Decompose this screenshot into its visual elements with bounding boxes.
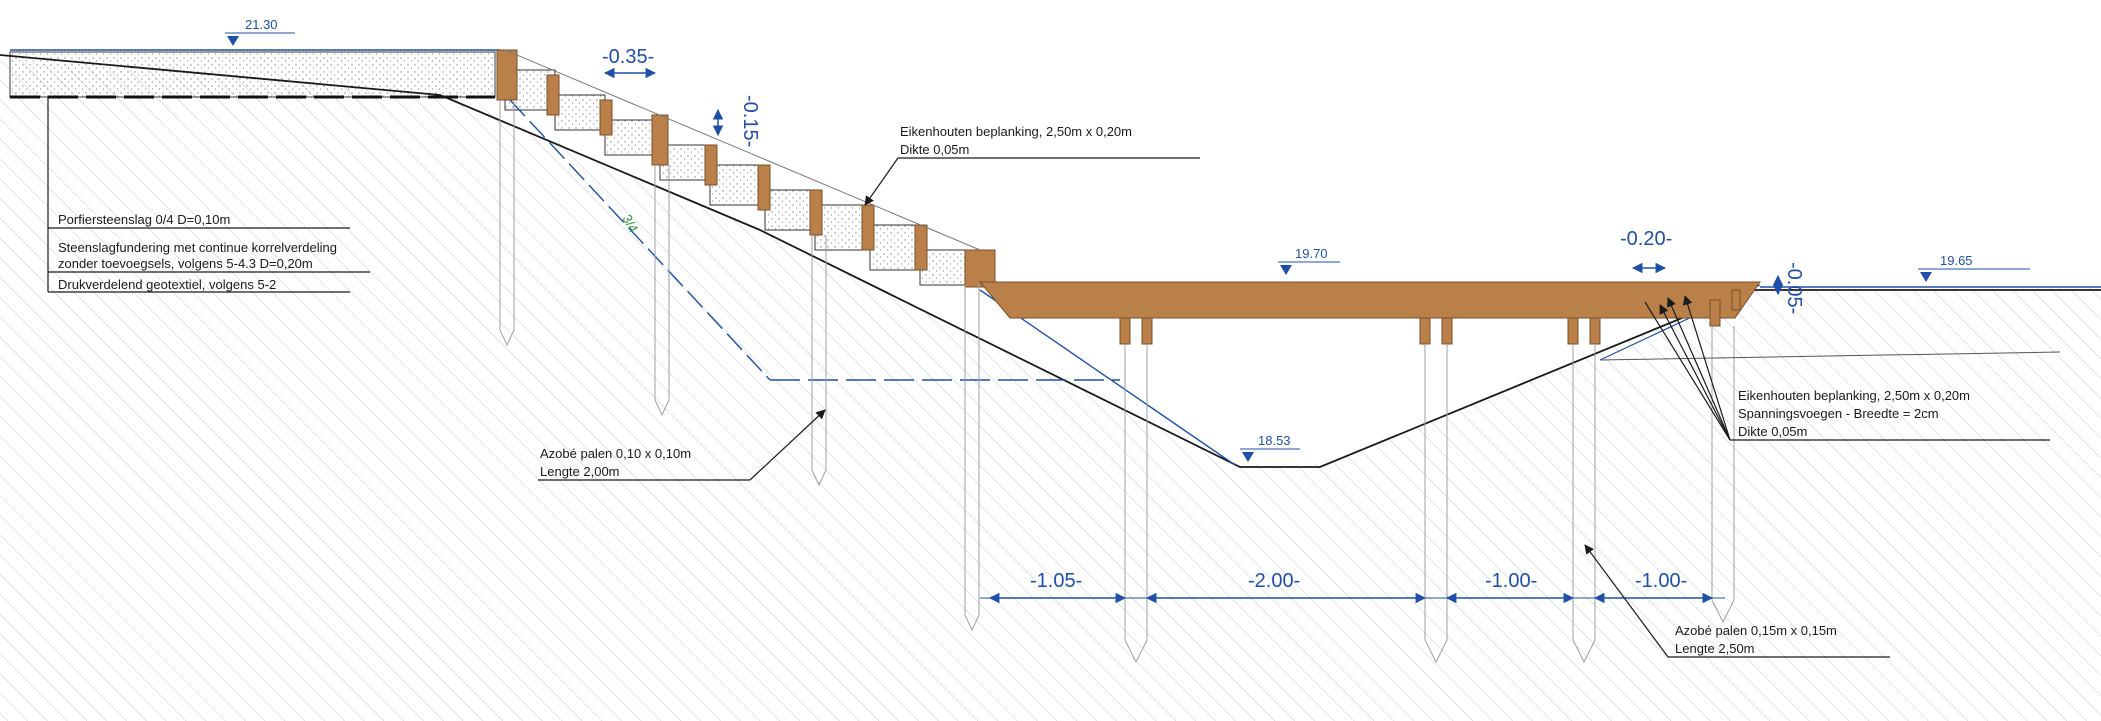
deck-planks-line-1: Eikenhouten beplanking, 2,50m x 0,20m xyxy=(1738,388,1970,403)
small-piles-line-2: Lengte 2,00m xyxy=(540,464,620,479)
annotation-stair-planks: Eikenhouten beplanking, 2,50m x 0,20m Di… xyxy=(864,124,1200,206)
stair-steps xyxy=(496,49,996,288)
left-layer-3: zonder toevoegsels, volgens 5-4.3 D=0,20… xyxy=(58,256,313,271)
dim-deck-thickness: -0.05- xyxy=(1772,262,1805,314)
ground-hatch xyxy=(0,60,2101,721)
dim-step-width-label: -0.35- xyxy=(602,46,654,68)
elevation-deck: 19.70 xyxy=(1278,246,1340,275)
left-layer-2: Steenslagfundering met continue korrelve… xyxy=(58,240,337,255)
dim-step-height-label: -0.15- xyxy=(739,95,761,147)
left-layer-1: Porfiersteenslag 0/4 D=0,10m xyxy=(58,212,230,227)
dim-span-3-label: -1.00- xyxy=(1485,570,1537,592)
elevation-right: 19.65 xyxy=(1918,253,2030,282)
left-top-gravel-layer xyxy=(9,51,496,98)
dim-span-4-label: -1.00- xyxy=(1635,570,1687,592)
dim-span-1-label: -1.05- xyxy=(1030,570,1082,592)
elevation-left-top-label: 21.30 xyxy=(245,17,278,32)
right-underlayer xyxy=(1599,351,2061,361)
left-layer-4: Drukverdelend geotextiel, volgens 5-2 xyxy=(58,277,276,292)
elevation-right-label: 19.65 xyxy=(1940,253,1973,268)
annotation-small-piles: Azobé palen 0,10 x 0,10m Lengte 2,00m xyxy=(538,409,826,481)
stair-planks-line-1: Eikenhouten beplanking, 2,50m x 0,20m xyxy=(900,124,1132,139)
dim-deck-board-label: -0.20- xyxy=(1620,228,1672,250)
deck-planks-line-3: Dikte 0,05m xyxy=(1738,424,1807,439)
dim-deck-thickness-label: -0.05- xyxy=(1783,262,1805,314)
deck xyxy=(978,281,1761,345)
elevation-bottom: 18.53 xyxy=(1240,433,1300,462)
ground-hatch-left-top xyxy=(0,95,490,120)
annotation-deck-planks: Eikenhouten beplanking, 2,50m x 0,20m Sp… xyxy=(1644,295,2050,441)
annotation-large-piles: Azobé palen 0,15m x 0,15m Lengte 2,50m xyxy=(1584,544,1890,658)
elevation-deck-label: 19.70 xyxy=(1295,246,1328,261)
slope-blue-line xyxy=(509,99,771,381)
annotation-left-layers: Porfiersteenslag 0/4 D=0,10m Steenslagfu… xyxy=(47,97,370,293)
dim-step-height: -0.15- xyxy=(712,95,761,147)
large-piles-line-1: Azobé palen 0,15m x 0,15m xyxy=(1675,623,1837,638)
dim-span-2-label: -2.00- xyxy=(1248,570,1300,592)
stair-planks-line-2: Dikte 0,05m xyxy=(900,142,969,157)
large-piles xyxy=(1124,326,1735,664)
elevation-left-top: 21.30 xyxy=(225,17,295,46)
small-piles-line-1: Azobé palen 0,10 x 0,10m xyxy=(540,446,691,461)
deck-planks-line-2: Spanningsvoegen - Breedte = 2cm xyxy=(1738,406,1939,421)
large-piles-line-2: Lengte 2,50m xyxy=(1675,641,1755,656)
dim-step-width: -0.35- xyxy=(602,46,657,79)
deck-left-support-line xyxy=(979,289,1236,466)
dim-pile-spacing: -1.05- -2.00- -1.00- -1.00- xyxy=(980,570,1725,604)
small-piles xyxy=(499,100,980,632)
elevation-bottom-label: 18.53 xyxy=(1258,433,1291,448)
dim-deck-board: -0.20- xyxy=(1620,228,1672,274)
